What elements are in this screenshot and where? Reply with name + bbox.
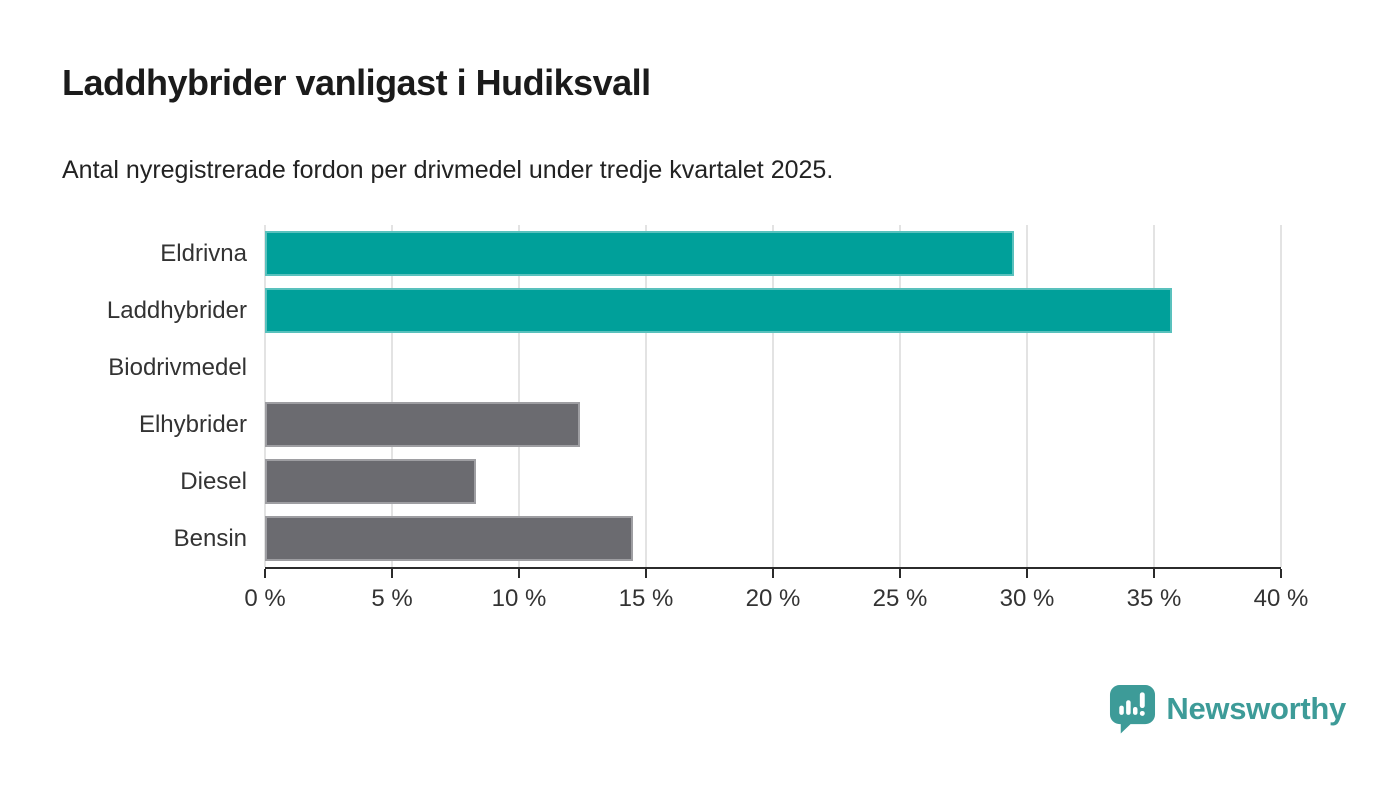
category-label: Eldrivna — [160, 239, 247, 267]
axis-tick-label: 25 % — [872, 585, 928, 612]
axis-tick-10 — [518, 569, 520, 578]
axis-tick-label: 0 % — [244, 585, 286, 612]
bar-row-laddhybrider: Laddhybrider — [60, 282, 1281, 339]
x-axis: 0 % 5 % 10 % 15 % 20 % 25 % 30 % 35 % 40 % — [244, 567, 1308, 625]
bar-row-diesel: Diesel — [60, 453, 1281, 510]
axis-tick-label: 35 % — [1126, 585, 1182, 612]
axis-tick-5 — [391, 569, 393, 578]
bar-chart: Eldrivna Laddhybrider Biodrivmedel Elhybrid… — [60, 225, 1308, 625]
category-label: Bensin — [173, 524, 247, 552]
chart-title: Laddhybrider vanligast i Hudiksvall — [62, 62, 651, 103]
bar-track — [265, 231, 1281, 276]
axis-tick-0 — [264, 569, 266, 578]
axis-tick-label: 40 % — [1253, 585, 1309, 612]
bar-chart-speech-bubble-icon — [1109, 684, 1156, 734]
axis-tick-label: 15 % — [618, 585, 674, 612]
axis-tick-30 — [1026, 569, 1028, 578]
bar-row-elhybrider: Elhybrider — [60, 396, 1281, 453]
bar-elhybrider — [265, 402, 580, 447]
axis-tick-35 — [1153, 569, 1155, 578]
bar-bensin — [265, 516, 634, 561]
bar-rows: Eldrivna Laddhybrider Biodrivmedel Elhybrid… — [60, 225, 1281, 567]
axis-tick-label: 20 % — [745, 585, 801, 612]
category-label: Biodrivmedel — [108, 353, 247, 381]
bar-track — [265, 345, 1281, 390]
bar-row-biodrivmedel: Biodrivmedel — [60, 339, 1281, 396]
category-label: Laddhybrider — [106, 296, 247, 324]
brand-name: Newsworthy — [1166, 691, 1346, 726]
chart-subtitle: Antal nyregistrerade fordon per drivmede… — [62, 156, 834, 184]
axis-tick-20 — [772, 569, 774, 578]
bar-track — [265, 516, 1281, 561]
bar-diesel — [265, 459, 476, 504]
axis-tick-label: 30 % — [999, 585, 1055, 612]
bar-laddhybrider — [265, 288, 1172, 333]
bar-eldrivna — [265, 231, 1015, 276]
newsworthy-logo: Newsworthy — [1109, 684, 1346, 734]
bar-row-bensin: Bensin — [60, 510, 1281, 567]
category-label: Elhybrider — [138, 410, 247, 438]
bar-row-eldrivna: Eldrivna — [60, 225, 1281, 282]
bar-track — [265, 459, 1281, 504]
category-label: Diesel — [180, 467, 247, 495]
axis-tick-25 — [899, 569, 901, 578]
bar-track — [265, 402, 1281, 447]
axis-tick-15 — [645, 569, 647, 578]
axis-tick-label: 5 % — [371, 585, 413, 612]
bar-track — [265, 288, 1281, 333]
axis-tick-label: 10 % — [491, 585, 547, 612]
axis-tick-40 — [1280, 569, 1282, 578]
